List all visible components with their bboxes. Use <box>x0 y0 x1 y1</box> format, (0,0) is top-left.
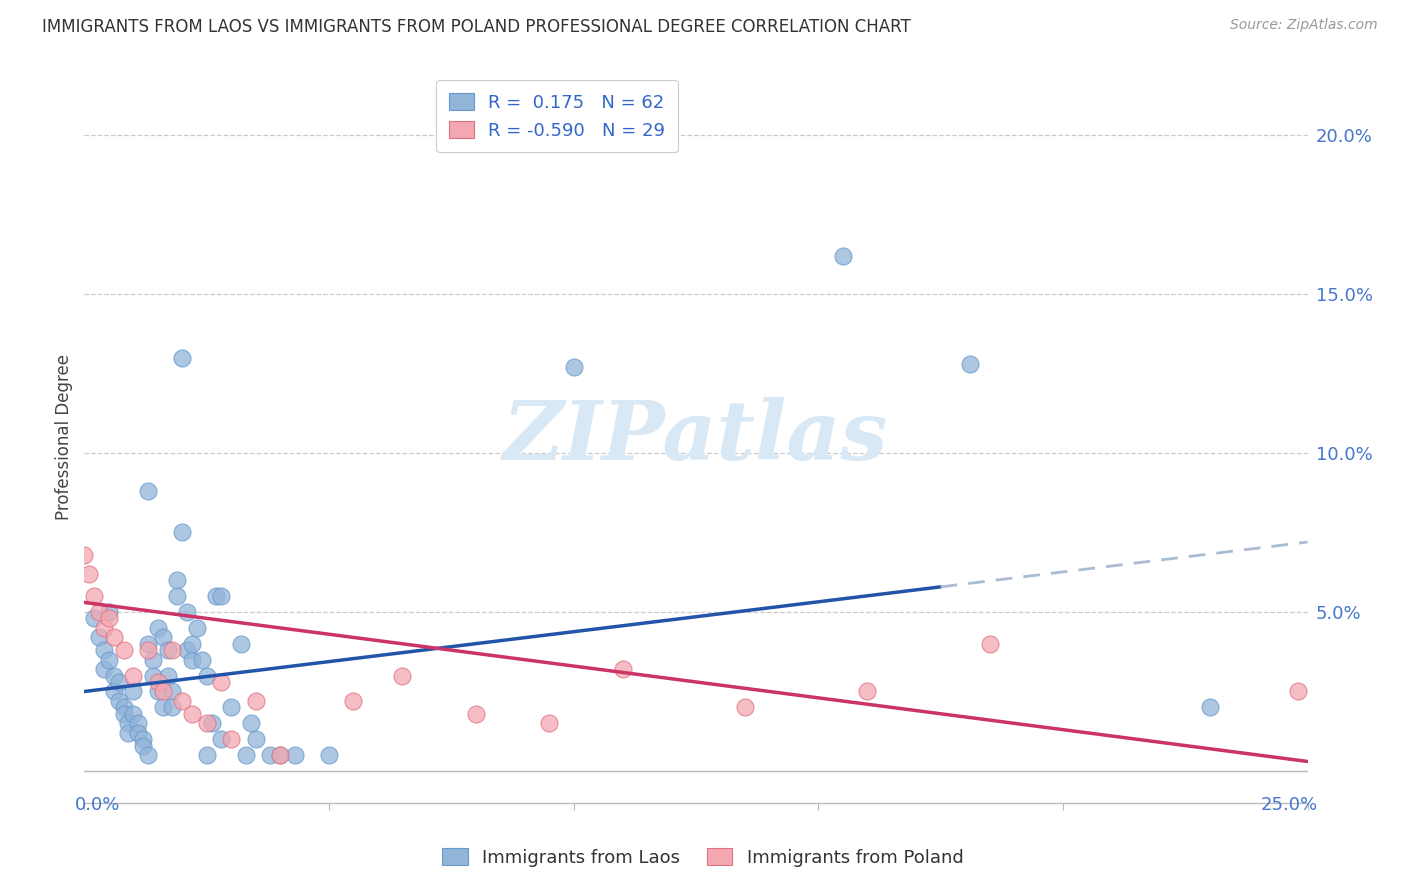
Point <box>112 643 135 657</box>
Point <box>200 716 222 731</box>
Point <box>186 621 208 635</box>
Point <box>856 684 879 698</box>
Point <box>209 675 232 690</box>
Text: 0.0%: 0.0% <box>75 797 120 814</box>
Point <box>172 525 194 540</box>
Point <box>152 631 174 645</box>
Point <box>269 748 291 763</box>
Point <box>181 637 204 651</box>
Legend: Immigrants from Laos, Immigrants from Poland: Immigrants from Laos, Immigrants from Po… <box>434 841 972 874</box>
Point <box>181 706 204 721</box>
Point <box>219 700 242 714</box>
Point <box>176 643 198 657</box>
Point <box>77 566 100 581</box>
Point <box>87 631 110 645</box>
Point <box>142 668 165 682</box>
Point <box>136 643 159 657</box>
Point <box>112 706 135 721</box>
Point <box>107 694 129 708</box>
Point <box>245 694 267 708</box>
Point <box>562 360 585 375</box>
Point <box>734 700 756 714</box>
Point <box>97 653 120 667</box>
Point <box>239 716 262 731</box>
Point <box>172 351 194 365</box>
Point <box>107 675 129 690</box>
Point <box>176 605 198 619</box>
Point <box>979 637 1001 651</box>
Point <box>146 621 169 635</box>
Point <box>284 748 307 763</box>
Point <box>195 748 218 763</box>
Point <box>162 643 184 657</box>
Point <box>612 662 634 676</box>
Point <box>162 684 184 698</box>
Point <box>136 637 159 651</box>
Point <box>181 653 204 667</box>
Text: ZIPatlas: ZIPatlas <box>503 397 889 477</box>
Point <box>103 631 125 645</box>
Point <box>136 748 159 763</box>
Point <box>117 716 139 731</box>
Point <box>103 668 125 682</box>
Point <box>229 637 252 651</box>
Point <box>83 589 105 603</box>
Point <box>831 249 853 263</box>
Point <box>538 716 561 731</box>
Text: 25.0%: 25.0% <box>1260 797 1317 814</box>
Point <box>162 700 184 714</box>
Point <box>318 748 340 763</box>
Point <box>146 684 169 698</box>
Point <box>152 700 174 714</box>
Point <box>235 748 257 763</box>
Point <box>93 662 115 676</box>
Point <box>156 668 179 682</box>
Point <box>191 653 214 667</box>
Text: Source: ZipAtlas.com: Source: ZipAtlas.com <box>1230 18 1378 32</box>
Point <box>195 716 218 731</box>
Point <box>166 573 188 587</box>
Point <box>117 726 139 740</box>
Point <box>97 611 120 625</box>
Point <box>219 732 242 747</box>
Text: IMMIGRANTS FROM LAOS VS IMMIGRANTS FROM POLAND PROFESSIONAL DEGREE CORRELATION C: IMMIGRANTS FROM LAOS VS IMMIGRANTS FROM … <box>42 18 911 36</box>
Point <box>103 684 125 698</box>
Point <box>1198 700 1220 714</box>
Point <box>122 706 145 721</box>
Point <box>245 732 267 747</box>
Point <box>93 621 115 635</box>
Point <box>142 653 165 667</box>
Legend: R =  0.175   N = 62, R = -0.590   N = 29: R = 0.175 N = 62, R = -0.590 N = 29 <box>436 80 678 153</box>
Point <box>127 716 149 731</box>
Point <box>112 700 135 714</box>
Point <box>97 605 120 619</box>
Point <box>464 706 486 721</box>
Point <box>122 684 145 698</box>
Point <box>156 643 179 657</box>
Point <box>209 732 232 747</box>
Point <box>1286 684 1309 698</box>
Point <box>93 643 115 657</box>
Point <box>269 748 291 763</box>
Point <box>83 611 105 625</box>
Y-axis label: Professional Degree: Professional Degree <box>55 354 73 520</box>
Point <box>132 739 155 753</box>
Point <box>342 694 364 708</box>
Point <box>132 732 155 747</box>
Point <box>152 684 174 698</box>
Point <box>122 668 145 682</box>
Point <box>87 605 110 619</box>
Point <box>209 589 232 603</box>
Point <box>166 589 188 603</box>
Point <box>205 589 228 603</box>
Point <box>959 357 981 371</box>
Point <box>73 548 96 562</box>
Point <box>259 748 281 763</box>
Point <box>391 668 413 682</box>
Point <box>136 484 159 499</box>
Point <box>146 675 169 690</box>
Point <box>172 694 194 708</box>
Point <box>127 726 149 740</box>
Point <box>195 668 218 682</box>
